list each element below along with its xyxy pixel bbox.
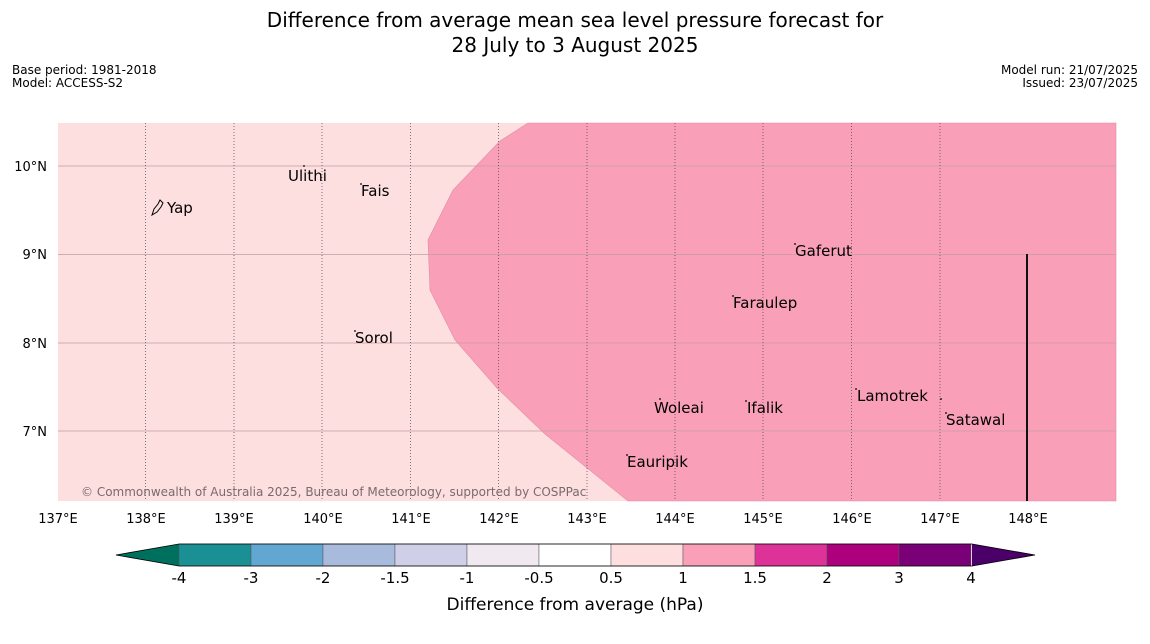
meta-right: Model run: 21/07/2025 Issued: 23/07/2025 [1001, 64, 1138, 90]
faraulep-dot [732, 295, 734, 297]
cbar-tick-label: 4 [966, 569, 976, 587]
colorbar-bin [898, 543, 972, 567]
colorbar-bin [178, 543, 252, 567]
cbar-tick-label: -4 [172, 569, 187, 587]
place-labels: Yap Ulithi Fais Gaferut Faraulep Sorol L… [166, 167, 1005, 471]
colorbar-tick-labels: -4 -3 -2 -1.5 -1 -0.5 0.5 1 1.5 2 3 4 [172, 569, 976, 587]
lon-tick-144e: 144°E [655, 512, 695, 527]
place-label-yap: Yap [166, 199, 193, 217]
colorbar-under-arrow [116, 544, 179, 566]
yap-island-outline [151, 199, 164, 217]
lon-tick-140e: 140°E [303, 512, 343, 527]
lamotrek-dot [855, 388, 857, 390]
lon-tick-142e: 142°E [479, 512, 519, 527]
cbar-tick-label: 1.5 [743, 569, 767, 587]
map-panel: Yap Ulithi Fais Gaferut Faraulep Sorol L… [58, 122, 1117, 502]
place-label-faraulep: Faraulep [733, 294, 797, 312]
place-label-woleai: Woleai [654, 399, 704, 417]
ulithi-dot [303, 165, 305, 167]
island-markers [303, 165, 947, 456]
colorbar-bin [466, 543, 540, 567]
cbar-tick-label: -0.5 [524, 569, 553, 587]
place-label-sorol: Sorol [355, 329, 393, 347]
title-line-1: Difference from average mean sea level p… [266, 8, 884, 32]
place-label-lamotrek: Lamotrek [857, 387, 928, 405]
colorbar-bin [826, 543, 900, 567]
lat-tick-8n: 8°N [23, 337, 48, 352]
place-label-gaferut: Gaferut [795, 242, 852, 260]
lon-tick-145e: 145°E [743, 512, 783, 527]
colorbar-bin [610, 543, 684, 567]
colorbar-bin [394, 543, 468, 567]
colorbar-bin [250, 543, 324, 567]
model-name: Model: ACCESS-S2 [12, 76, 124, 90]
cbar-tick-label: 0.5 [599, 569, 623, 587]
issued-date: Issued: 23/07/2025 [1022, 76, 1138, 90]
lon-tick-141e: 141°E [391, 512, 431, 527]
lon-tick-labels: 137°E 138°E 139°E 140°E 141°E 142°E 143°… [38, 512, 1048, 527]
lat-tick-labels: 10°N 9°N 8°N 7°N [14, 160, 47, 440]
lon-tick-147e: 147°E [920, 512, 960, 527]
colorbar-over-arrow [972, 544, 1035, 566]
lat-tick-9n: 9°N [23, 248, 48, 263]
ifalik-dot [745, 400, 747, 402]
lon-tick-139e: 139°E [214, 512, 254, 527]
lon-tick-138e: 138°E [126, 512, 166, 527]
colorbar-label: Difference from average (hPa) [447, 595, 704, 615]
lon-tick-146e: 146°E [832, 512, 872, 527]
high-anomaly-zone [427, 122, 1117, 502]
colorbar-bin [754, 543, 828, 567]
copyright-notice: © Commonwealth of Australia 2025, Bureau… [81, 485, 586, 499]
cbar-tick-label: 3 [894, 569, 904, 587]
base-period: Base period: 1981-2018 [12, 63, 157, 77]
model-run: Model run: 21/07/2025 [1000, 63, 1138, 77]
colorbar-bin [322, 543, 396, 567]
colorbar-bin [682, 543, 756, 567]
lon-gridlines [145, 123, 941, 501]
cbar-tick-label: -3 [244, 569, 259, 587]
lat-tick-10n: 10°N [14, 160, 47, 175]
map-title: Difference from average mean sea level p… [0, 8, 1150, 58]
satawal-dot [945, 412, 947, 414]
place-label-ulithi: Ulithi [288, 167, 327, 185]
eauripik-dot [626, 454, 628, 456]
meta-left: Base period: 1981-2018 Model: ACCESS-S2 [12, 64, 157, 90]
cbar-tick-label: -1 [460, 569, 475, 587]
cbar-tick-label: 2 [822, 569, 832, 587]
colorbar: -4 -3 -2 -1.5 -1 -0.5 0.5 1 1.5 2 3 4 Di… [115, 543, 1036, 615]
colorbar-bins [178, 543, 972, 567]
place-label-fais: Fais [361, 182, 390, 200]
lon-tick-137e: 137°E [38, 512, 78, 527]
lat-tick-7n: 7°N [23, 425, 48, 440]
fais-dot [360, 183, 362, 185]
gaferut-dot [794, 243, 796, 245]
sorol-dot [354, 330, 356, 332]
colorbar-outline [115, 543, 1036, 567]
cbar-tick-label: 1 [678, 569, 688, 587]
woleai-dot [659, 398, 661, 400]
place-label-satawal: Satawal [946, 411, 1005, 429]
place-label-ifalik: Ifalik [747, 399, 783, 417]
cbar-tick-label: -2 [316, 569, 331, 587]
lon-tick-148e: 148°E [1008, 512, 1048, 527]
lon-tick-143e: 143°E [567, 512, 607, 527]
cbar-tick-label: -1.5 [380, 569, 409, 587]
lamotrek-east-dot [940, 398, 942, 400]
title-line-2: 28 July to 3 August 2025 [451, 33, 699, 57]
colorbar-bin [538, 543, 612, 567]
place-label-eauripik: Eauripik [627, 453, 688, 471]
